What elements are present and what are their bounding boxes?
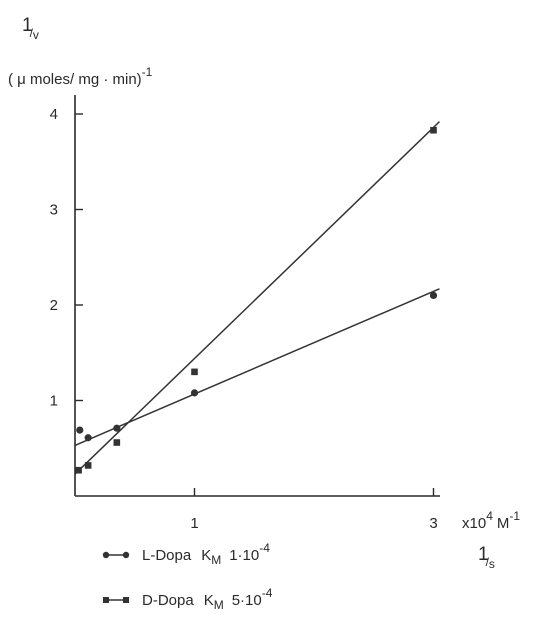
data-point-d-dopa-1 bbox=[84, 462, 92, 469]
data-point-d-dopa-0 bbox=[75, 466, 82, 474]
legend-label-l-dopa: L-Dopa KM 1·10-4 bbox=[142, 541, 270, 567]
legend-marker-square bbox=[123, 597, 129, 603]
fit-line-d-dopa bbox=[74, 121, 440, 475]
x-tick-label-3: 3 bbox=[429, 515, 437, 532]
data-point-l-dopa-1 bbox=[84, 434, 92, 442]
y-tick-label-4: 4 bbox=[50, 106, 58, 123]
y-ticks: 1 2 3 4 bbox=[50, 106, 83, 410]
legend-label-d-dopa: D-Dopa KM 5·10-4 bbox=[142, 586, 273, 612]
data-point-d-dopa-3 bbox=[191, 368, 198, 376]
data-point-l-dopa-2 bbox=[113, 424, 121, 432]
legend: L-Dopa KM 1·10-4 D-Dopa KM 5·10-4 bbox=[102, 541, 273, 612]
legend-item-d-dopa: D-Dopa KM 5·10-4 bbox=[103, 586, 273, 612]
y-axis-symbol: 1/v bbox=[22, 15, 39, 42]
fit-line-l-dopa bbox=[74, 288, 440, 447]
x-axis-symbol: 1/s bbox=[478, 544, 495, 571]
legend-marker-circle bbox=[122, 551, 130, 559]
series-layer bbox=[74, 121, 440, 475]
x-tick-label-1: 1 bbox=[190, 515, 198, 532]
y-tick-label-2: 2 bbox=[50, 297, 58, 314]
legend-item-l-dopa: L-Dopa KM 1·10-4 bbox=[102, 541, 270, 567]
y-axis-label: 1/v ( μ moles/ mg · min)-1 bbox=[8, 15, 153, 88]
series-d-dopa bbox=[74, 121, 440, 475]
data-point-d-dopa-4 bbox=[430, 126, 437, 134]
data-point-l-dopa-3 bbox=[190, 389, 199, 397]
data-point-d-dopa-2 bbox=[113, 439, 121, 446]
y-tick-label-1: 1 bbox=[50, 393, 58, 410]
y-axis-unit: ( μ moles/ mg · min)-1 bbox=[8, 65, 153, 88]
y-tick-label-3: 3 bbox=[50, 202, 58, 219]
data-point-l-dopa-4 bbox=[429, 291, 438, 300]
series-l-dopa bbox=[74, 288, 440, 447]
x-axis-unit: x104 M-1 bbox=[462, 509, 520, 532]
data-point-l-dopa-0 bbox=[76, 426, 84, 434]
